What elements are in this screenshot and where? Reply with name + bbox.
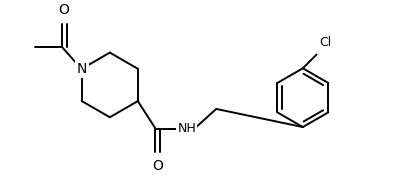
- Text: O: O: [152, 159, 163, 173]
- Text: O: O: [59, 3, 70, 17]
- Text: N: N: [77, 62, 87, 76]
- Text: NH: NH: [177, 122, 196, 135]
- Text: Cl: Cl: [320, 36, 332, 49]
